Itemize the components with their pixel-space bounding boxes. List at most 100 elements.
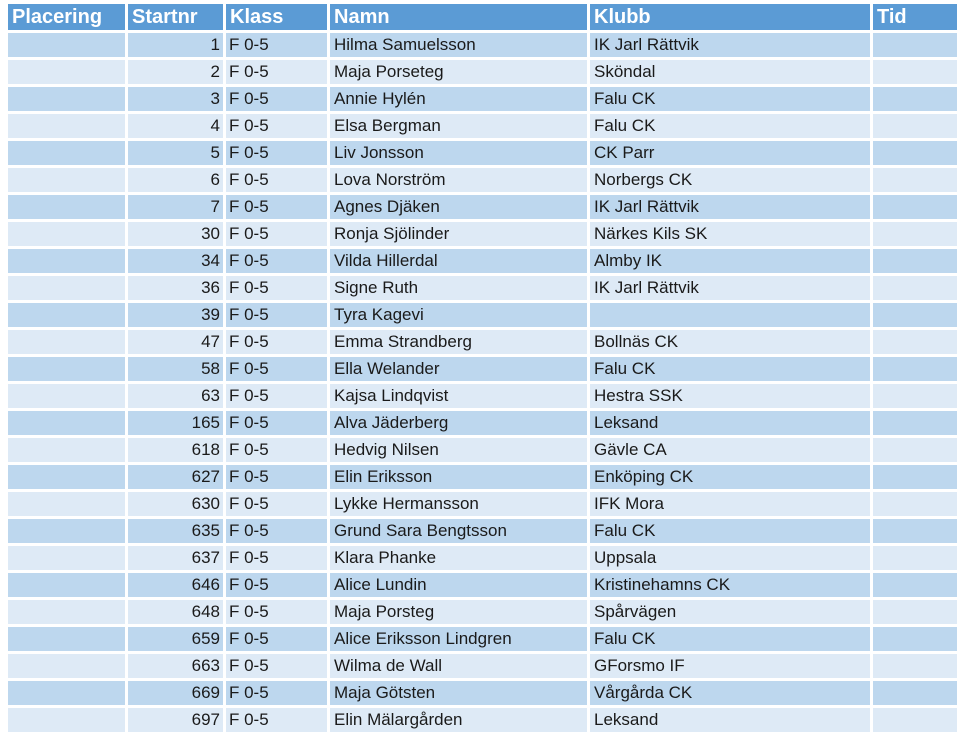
cell-placering[interactable]: [8, 276, 125, 300]
cell-namn[interactable]: Liv Jonsson: [330, 141, 587, 165]
cell-klass[interactable]: F 0-5: [226, 33, 327, 57]
cell-klass[interactable]: F 0-5: [226, 708, 327, 732]
cell-startnr[interactable]: 39: [128, 303, 223, 327]
cell-klubb[interactable]: Närkes Kils SK: [590, 222, 870, 246]
cell-tid[interactable]: [873, 384, 957, 408]
cell-namn[interactable]: Alice Lundin: [330, 573, 587, 597]
cell-tid[interactable]: [873, 465, 957, 489]
cell-tid[interactable]: [873, 87, 957, 111]
cell-startnr[interactable]: 58: [128, 357, 223, 381]
cell-placering[interactable]: [8, 627, 125, 651]
cell-namn[interactable]: Agnes Djäken: [330, 195, 587, 219]
cell-placering[interactable]: [8, 33, 125, 57]
cell-startnr[interactable]: 637: [128, 546, 223, 570]
cell-klubb[interactable]: Falu CK: [590, 357, 870, 381]
cell-placering[interactable]: [8, 492, 125, 516]
cell-tid[interactable]: [873, 222, 957, 246]
cell-klass[interactable]: F 0-5: [226, 384, 327, 408]
cell-startnr[interactable]: 627: [128, 465, 223, 489]
cell-klubb[interactable]: Hestra SSK: [590, 384, 870, 408]
cell-klubb[interactable]: CK Parr: [590, 141, 870, 165]
cell-tid[interactable]: [873, 411, 957, 435]
cell-klubb[interactable]: Sköndal: [590, 60, 870, 84]
cell-klass[interactable]: F 0-5: [226, 168, 327, 192]
cell-startnr[interactable]: 618: [128, 438, 223, 462]
cell-placering[interactable]: [8, 654, 125, 678]
cell-placering[interactable]: [8, 681, 125, 705]
cell-klass[interactable]: F 0-5: [226, 195, 327, 219]
cell-klubb[interactable]: Falu CK: [590, 627, 870, 651]
cell-klass[interactable]: F 0-5: [226, 681, 327, 705]
cell-placering[interactable]: [8, 546, 125, 570]
cell-placering[interactable]: [8, 141, 125, 165]
cell-startnr[interactable]: 4: [128, 114, 223, 138]
cell-tid[interactable]: [873, 573, 957, 597]
cell-startnr[interactable]: 34: [128, 249, 223, 273]
cell-tid[interactable]: [873, 168, 957, 192]
cell-klass[interactable]: F 0-5: [226, 600, 327, 624]
cell-klass[interactable]: F 0-5: [226, 411, 327, 435]
cell-klubb[interactable]: Uppsala: [590, 546, 870, 570]
cell-namn[interactable]: Elsa Bergman: [330, 114, 587, 138]
cell-namn[interactable]: Elin Eriksson: [330, 465, 587, 489]
header-namn[interactable]: Namn: [330, 4, 587, 30]
cell-klass[interactable]: F 0-5: [226, 627, 327, 651]
cell-klubb[interactable]: IK Jarl Rättvik: [590, 195, 870, 219]
cell-namn[interactable]: Emma Strandberg: [330, 330, 587, 354]
cell-tid[interactable]: [873, 519, 957, 543]
cell-startnr[interactable]: 659: [128, 627, 223, 651]
cell-startnr[interactable]: 7: [128, 195, 223, 219]
cell-namn[interactable]: Signe Ruth: [330, 276, 587, 300]
cell-placering[interactable]: [8, 303, 125, 327]
cell-klubb[interactable]: Norbergs CK: [590, 168, 870, 192]
cell-klass[interactable]: F 0-5: [226, 249, 327, 273]
cell-namn[interactable]: Wilma de Wall: [330, 654, 587, 678]
header-placering[interactable]: Placering: [8, 4, 125, 30]
cell-placering[interactable]: [8, 411, 125, 435]
cell-namn[interactable]: Hedvig Nilsen: [330, 438, 587, 462]
cell-placering[interactable]: [8, 573, 125, 597]
cell-klass[interactable]: F 0-5: [226, 222, 327, 246]
cell-klass[interactable]: F 0-5: [226, 114, 327, 138]
cell-tid[interactable]: [873, 654, 957, 678]
cell-klass[interactable]: F 0-5: [226, 438, 327, 462]
cell-namn[interactable]: Klara Phanke: [330, 546, 587, 570]
cell-placering[interactable]: [8, 195, 125, 219]
cell-placering[interactable]: [8, 357, 125, 381]
cell-tid[interactable]: [873, 60, 957, 84]
cell-startnr[interactable]: 47: [128, 330, 223, 354]
cell-startnr[interactable]: 1: [128, 33, 223, 57]
cell-tid[interactable]: [873, 249, 957, 273]
cell-klubb[interactable]: Spårvägen: [590, 600, 870, 624]
cell-placering[interactable]: [8, 600, 125, 624]
cell-tid[interactable]: [873, 141, 957, 165]
cell-klass[interactable]: F 0-5: [226, 654, 327, 678]
cell-klubb[interactable]: IK Jarl Rättvik: [590, 276, 870, 300]
header-tid[interactable]: Tid: [873, 4, 957, 30]
cell-klubb[interactable]: Kristinehamns CK: [590, 573, 870, 597]
cell-startnr[interactable]: 697: [128, 708, 223, 732]
cell-startnr[interactable]: 630: [128, 492, 223, 516]
cell-tid[interactable]: [873, 546, 957, 570]
cell-tid[interactable]: [873, 600, 957, 624]
cell-namn[interactable]: Alva Jäderberg: [330, 411, 587, 435]
cell-placering[interactable]: [8, 465, 125, 489]
cell-klass[interactable]: F 0-5: [226, 519, 327, 543]
cell-placering[interactable]: [8, 168, 125, 192]
cell-klass[interactable]: F 0-5: [226, 303, 327, 327]
cell-startnr[interactable]: 36: [128, 276, 223, 300]
cell-klubb[interactable]: [590, 303, 870, 327]
cell-klass[interactable]: F 0-5: [226, 357, 327, 381]
cell-klass[interactable]: F 0-5: [226, 546, 327, 570]
cell-namn[interactable]: Lova Norström: [330, 168, 587, 192]
cell-tid[interactable]: [873, 438, 957, 462]
cell-namn[interactable]: Maja Götsten: [330, 681, 587, 705]
cell-namn[interactable]: Maja Porseteg: [330, 60, 587, 84]
cell-placering[interactable]: [8, 249, 125, 273]
cell-startnr[interactable]: 635: [128, 519, 223, 543]
cell-startnr[interactable]: 6: [128, 168, 223, 192]
cell-klass[interactable]: F 0-5: [226, 60, 327, 84]
cell-klubb[interactable]: IK Jarl Rättvik: [590, 33, 870, 57]
cell-startnr[interactable]: 30: [128, 222, 223, 246]
cell-klubb[interactable]: Vårgårda CK: [590, 681, 870, 705]
